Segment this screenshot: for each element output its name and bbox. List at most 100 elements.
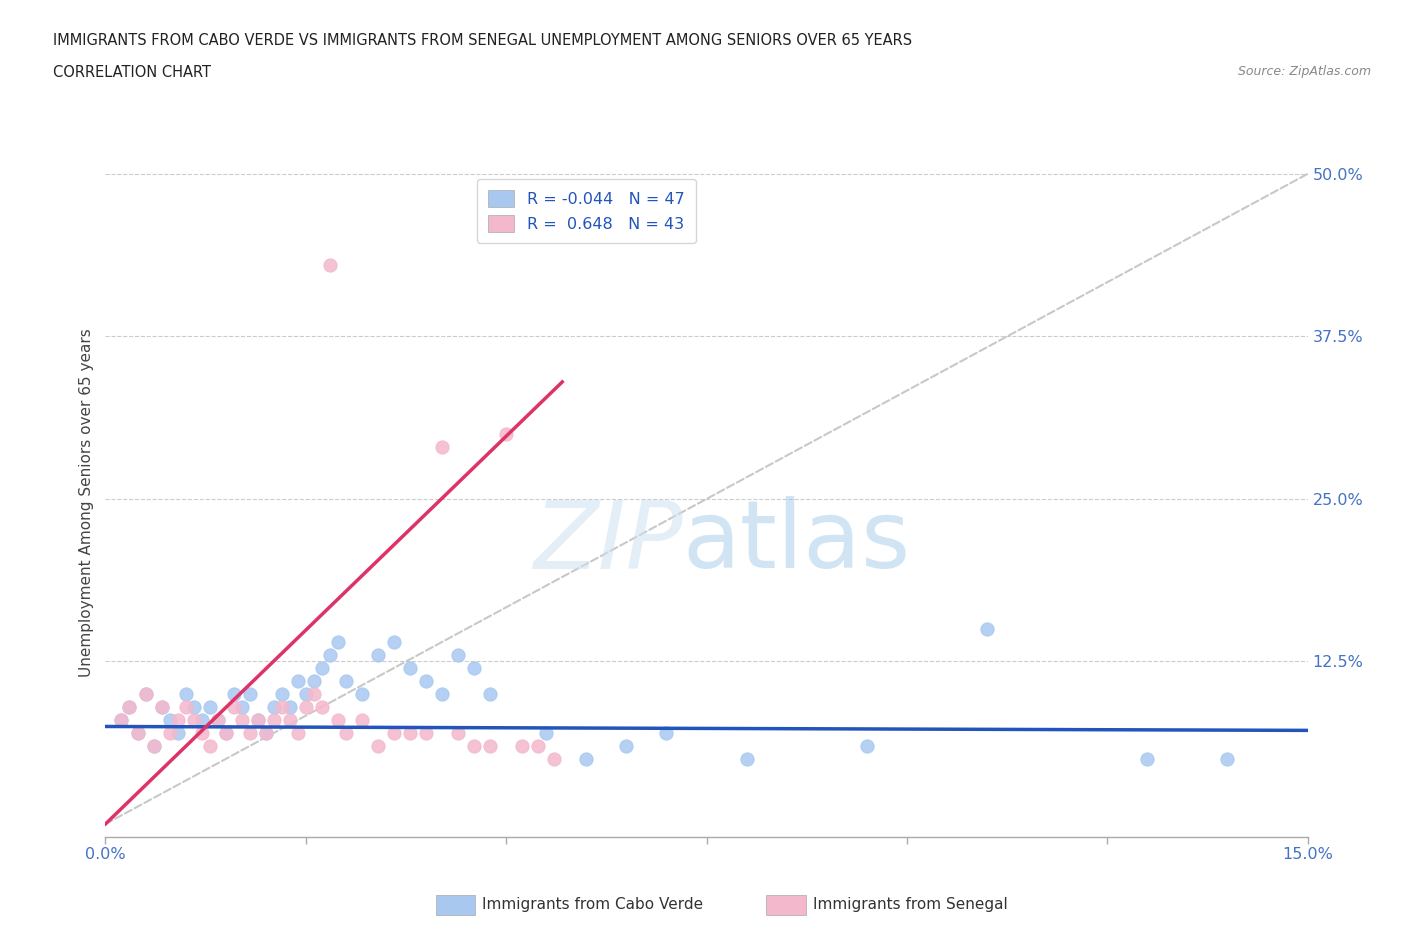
Point	[1136, 751, 1159, 766]
Point	[295, 686, 318, 701]
Point	[222, 686, 245, 701]
Point	[463, 660, 485, 675]
Point	[430, 440, 453, 455]
Point	[207, 712, 229, 727]
Text: ZIP: ZIP	[533, 497, 682, 588]
Point	[270, 686, 292, 701]
Point	[118, 699, 141, 714]
Point	[382, 725, 405, 740]
Point	[855, 738, 877, 753]
Point	[735, 751, 758, 766]
Point	[350, 686, 373, 701]
Text: Source: ZipAtlas.com: Source: ZipAtlas.com	[1237, 65, 1371, 78]
Point	[575, 751, 598, 766]
Point	[495, 427, 517, 442]
Point	[166, 725, 188, 740]
Point	[534, 725, 557, 740]
Point	[976, 621, 998, 636]
Point	[110, 712, 132, 727]
Point	[287, 673, 309, 688]
Point	[311, 660, 333, 675]
Point	[319, 647, 342, 662]
Legend: R = -0.044   N = 47, R =  0.648   N = 43: R = -0.044 N = 47, R = 0.648 N = 43	[477, 179, 696, 243]
Point	[543, 751, 565, 766]
Point	[399, 660, 422, 675]
Point	[110, 712, 132, 727]
Point	[302, 673, 325, 688]
Point	[1216, 751, 1239, 766]
Point	[190, 725, 212, 740]
Text: CORRELATION CHART: CORRELATION CHART	[53, 65, 211, 80]
Point	[479, 686, 502, 701]
Point	[415, 673, 437, 688]
Point	[278, 712, 301, 727]
Y-axis label: Unemployment Among Seniors over 65 years: Unemployment Among Seniors over 65 years	[79, 328, 94, 677]
Point	[159, 712, 181, 727]
Point	[246, 712, 269, 727]
Text: IMMIGRANTS FROM CABO VERDE VS IMMIGRANTS FROM SENEGAL UNEMPLOYMENT AMONG SENIORS: IMMIGRANTS FROM CABO VERDE VS IMMIGRANTS…	[53, 33, 912, 47]
Point	[118, 699, 141, 714]
Point	[150, 699, 173, 714]
Point	[222, 699, 245, 714]
Point	[142, 738, 165, 753]
Point	[263, 699, 285, 714]
Point	[214, 725, 236, 740]
Point	[350, 712, 373, 727]
Point	[430, 686, 453, 701]
Point	[367, 647, 389, 662]
Point	[335, 673, 357, 688]
Point	[655, 725, 678, 740]
Point	[399, 725, 422, 740]
Point	[326, 634, 349, 649]
Point	[510, 738, 533, 753]
Point	[150, 699, 173, 714]
Point	[527, 738, 550, 753]
Text: atlas: atlas	[682, 497, 911, 589]
Point	[231, 712, 253, 727]
Point	[382, 634, 405, 649]
Point	[447, 725, 470, 740]
Text: 0.0%: 0.0%	[86, 847, 125, 862]
Point	[295, 699, 318, 714]
Point	[415, 725, 437, 740]
Point	[479, 738, 502, 753]
Point	[463, 738, 485, 753]
Point	[263, 712, 285, 727]
Point	[270, 699, 292, 714]
Point	[207, 712, 229, 727]
Point	[135, 686, 157, 701]
Point	[198, 738, 221, 753]
Text: Immigrants from Cabo Verde: Immigrants from Cabo Verde	[482, 897, 703, 912]
Point	[142, 738, 165, 753]
Point	[190, 712, 212, 727]
Point	[183, 712, 205, 727]
Point	[198, 699, 221, 714]
Point	[159, 725, 181, 740]
Point	[326, 712, 349, 727]
Point	[135, 686, 157, 701]
Point	[302, 686, 325, 701]
Point	[174, 686, 197, 701]
Text: Immigrants from Senegal: Immigrants from Senegal	[813, 897, 1008, 912]
Point	[214, 725, 236, 740]
Point	[311, 699, 333, 714]
Point	[616, 738, 638, 753]
Point	[183, 699, 205, 714]
Text: 15.0%: 15.0%	[1282, 847, 1333, 862]
Point	[239, 725, 262, 740]
Point	[447, 647, 470, 662]
Point	[278, 699, 301, 714]
Point	[335, 725, 357, 740]
Point	[246, 712, 269, 727]
Point	[367, 738, 389, 753]
Point	[127, 725, 149, 740]
Point	[127, 725, 149, 740]
Point	[239, 686, 262, 701]
Point	[287, 725, 309, 740]
Point	[319, 258, 342, 272]
Point	[254, 725, 277, 740]
Point	[231, 699, 253, 714]
Point	[174, 699, 197, 714]
Point	[166, 712, 188, 727]
Point	[254, 725, 277, 740]
